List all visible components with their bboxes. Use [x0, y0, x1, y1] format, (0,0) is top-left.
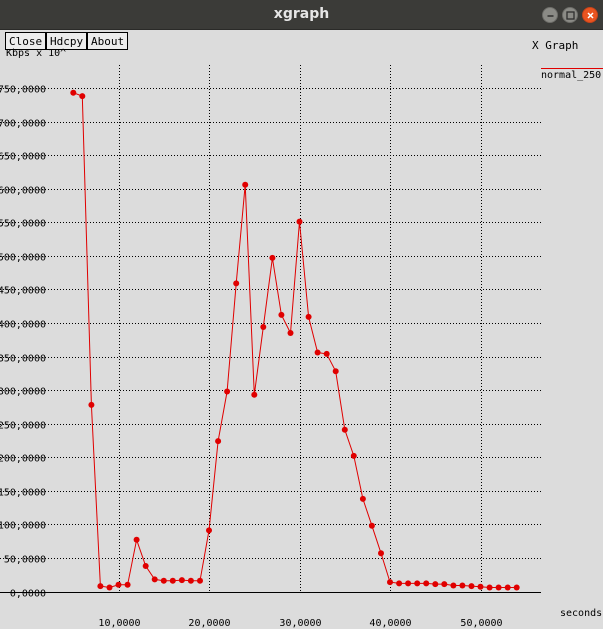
- data-point: [160, 577, 167, 584]
- series-line: [73, 92, 517, 589]
- data-point: [513, 584, 520, 591]
- close-window-button[interactable]: [582, 7, 598, 23]
- y-tick-label: 700,0000: [0, 119, 46, 130]
- data-point: [368, 522, 375, 529]
- minimize-button[interactable]: [542, 7, 558, 23]
- y-tick-label: 250,0000: [0, 421, 46, 432]
- data-point: [124, 581, 131, 588]
- data-point: [233, 280, 240, 287]
- y-tick-labels: 0,0000 50,0000 100,0000 150,0000 200,0000 250…: [0, 85, 46, 600]
- data-point: [251, 391, 258, 398]
- y-tick-label: 750,0000: [0, 85, 46, 96]
- y-tick-label: 300,0000: [0, 387, 46, 398]
- x-tick-labels: 10,0000 20,0000 30,0000 40,0000 50,0000: [98, 618, 502, 629]
- data-point: [115, 581, 122, 588]
- x-tick-label: 10,0000: [98, 618, 140, 629]
- plot-canvas: 0,0000 50,0000 100,0000 150,0000 200,0000 250…: [0, 65, 541, 629]
- window-title: xgraph: [273, 6, 330, 22]
- data-point: [242, 181, 249, 188]
- about-button[interactable]: About: [87, 32, 129, 50]
- maximize-icon: [566, 11, 575, 20]
- data-point: [97, 583, 104, 590]
- data-point: [224, 388, 231, 395]
- data-point: [88, 401, 95, 408]
- data-point: [151, 576, 158, 583]
- data-point: [341, 426, 348, 433]
- window-titlebar[interactable]: xgraph: [0, 0, 603, 30]
- x-tick-label: 50,0000: [460, 618, 502, 629]
- data-point: [215, 438, 222, 445]
- data-point: [468, 583, 475, 590]
- data-point: [459, 582, 466, 589]
- data-point: [387, 579, 393, 586]
- data-point: [187, 577, 194, 584]
- x-tick-label: 20,0000: [188, 618, 230, 629]
- hdcpy-button[interactable]: Hdcpy: [46, 32, 88, 50]
- y-tick-label: 550,0000: [0, 219, 46, 230]
- data-point: [378, 550, 384, 557]
- data-point: [206, 527, 212, 534]
- close-button[interactable]: Close: [5, 32, 47, 50]
- data-point: [296, 218, 303, 225]
- data-point: [441, 581, 448, 588]
- data-point: [197, 577, 203, 584]
- data-point: [350, 452, 357, 459]
- data-point: [305, 313, 312, 320]
- legend-entry: normal_250: [541, 70, 602, 81]
- data-point: [314, 349, 321, 356]
- data-point: [169, 577, 176, 584]
- data-point: [414, 580, 421, 587]
- data-point: [423, 580, 430, 587]
- y-tick-label: 200,0000: [0, 454, 46, 465]
- y-tick-label: 500,0000: [0, 253, 46, 264]
- x-tick-label: 30,0000: [279, 618, 321, 629]
- data-point: [495, 584, 502, 591]
- data-point: [178, 577, 185, 584]
- data-point: [133, 536, 140, 543]
- series-normal-250: [70, 89, 520, 591]
- y-tick-label: 400,0000: [0, 320, 46, 331]
- data-point: [142, 563, 149, 569]
- data-point: [70, 89, 77, 96]
- minimize-icon: [547, 15, 554, 17]
- y-tick-label: 100,0000: [0, 521, 46, 532]
- y-tick-label: 350,0000: [0, 354, 46, 365]
- x-axis-label: seconds: [560, 608, 603, 619]
- y-tick-label: 600,0000: [0, 186, 46, 197]
- close-icon: [587, 12, 594, 19]
- data-point: [278, 311, 285, 318]
- data-point: [504, 584, 511, 591]
- data-point: [260, 324, 267, 330]
- y-tick-label: 50,0000: [4, 555, 46, 566]
- data-point: [332, 368, 339, 375]
- data-point: [359, 495, 366, 502]
- grid-lines: [0, 65, 541, 593]
- data-point: [486, 584, 493, 591]
- maximize-button[interactable]: [562, 7, 578, 23]
- graph-title: X Graph: [532, 39, 579, 52]
- y-tick-label: 0,0000: [10, 589, 46, 600]
- data-point: [287, 330, 294, 336]
- data-point: [396, 580, 403, 587]
- y-tick-label: 450,0000: [0, 286, 46, 297]
- data-point: [269, 254, 276, 261]
- legend-swatch: [541, 68, 603, 69]
- data-point: [450, 582, 457, 589]
- xgraph-client-area: 0,0000 50,0000 100,0000 150,0000 200,0000 250…: [0, 30, 603, 629]
- data-point: [432, 581, 439, 588]
- data-point: [106, 584, 113, 591]
- x-tick-label: 40,0000: [369, 618, 411, 629]
- data-point: [323, 350, 330, 357]
- data-point: [477, 583, 484, 590]
- y-tick-label: 150,0000: [0, 488, 46, 499]
- data-point: [79, 93, 86, 100]
- y-axis-label: Kbps x 10^: [6, 48, 67, 59]
- data-point: [405, 580, 412, 587]
- y-tick-label: 650,0000: [0, 152, 46, 163]
